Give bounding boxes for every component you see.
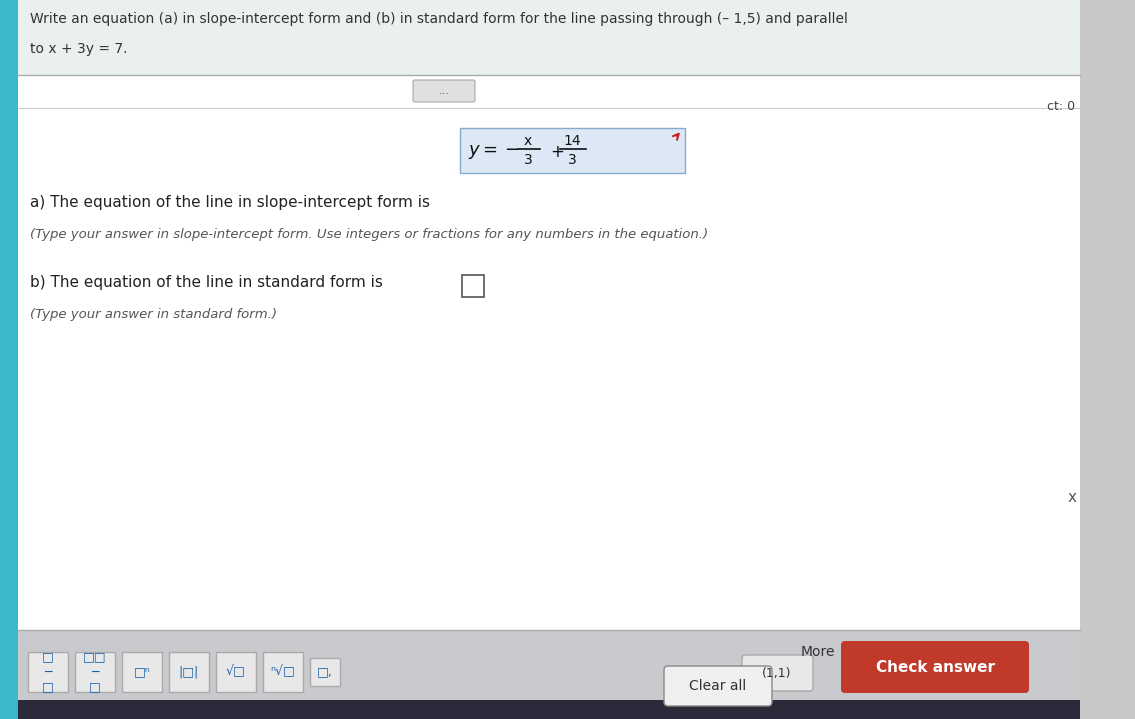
FancyBboxPatch shape <box>742 655 813 691</box>
Text: (1,1): (1,1) <box>763 667 792 679</box>
Text: □,: □, <box>317 666 333 679</box>
Text: □
─
□: □ ─ □ <box>42 651 53 694</box>
Bar <box>0 0 18 719</box>
Text: |□|: |□| <box>179 666 199 679</box>
FancyBboxPatch shape <box>664 666 772 706</box>
Bar <box>18 630 1081 719</box>
Text: □□
─
□: □□ ─ □ <box>83 651 107 694</box>
FancyBboxPatch shape <box>841 641 1029 693</box>
Text: (Type your answer in slope-intercept form. Use integers or fractions for any num: (Type your answer in slope-intercept for… <box>30 228 708 241</box>
Bar <box>263 652 303 692</box>
Text: 3: 3 <box>568 153 577 167</box>
Text: ⁿ√□: ⁿ√□ <box>270 666 295 679</box>
Text: ct: 0: ct: 0 <box>1046 100 1075 113</box>
Bar <box>28 652 68 692</box>
Text: Clear all: Clear all <box>689 679 747 693</box>
Bar <box>18 0 1081 630</box>
Text: to x + 3y = 7.: to x + 3y = 7. <box>30 42 127 56</box>
Text: ...: ... <box>438 86 449 96</box>
Bar <box>18 700 1081 719</box>
Text: $y = -$: $y = -$ <box>468 143 520 161</box>
Bar <box>460 128 686 173</box>
Text: +: + <box>550 143 564 161</box>
Text: (Type your answer in standard form.): (Type your answer in standard form.) <box>30 308 277 321</box>
Text: x: x <box>524 134 532 148</box>
FancyBboxPatch shape <box>413 80 476 102</box>
Bar <box>462 275 484 297</box>
Bar <box>169 652 209 692</box>
Text: √□: √□ <box>226 666 246 679</box>
Bar <box>18 0 1081 75</box>
Bar <box>121 652 162 692</box>
Text: 14: 14 <box>563 134 581 148</box>
Text: b) The equation of the line in standard form is: b) The equation of the line in standard … <box>30 275 382 290</box>
Text: x: x <box>1068 490 1076 505</box>
Text: 3: 3 <box>523 153 532 167</box>
Text: Write an equation (a) in slope-intercept form and (b) in standard form for the l: Write an equation (a) in slope-intercept… <box>30 12 848 26</box>
Bar <box>310 658 340 686</box>
Bar <box>1081 0 1135 719</box>
Bar <box>75 652 115 692</box>
Text: a) The equation of the line in slope-intercept form is: a) The equation of the line in slope-int… <box>30 195 430 210</box>
Text: More: More <box>801 645 835 659</box>
Text: □ⁿ: □ⁿ <box>134 666 150 679</box>
Text: Check answer: Check answer <box>875 659 994 674</box>
Bar <box>216 652 257 692</box>
